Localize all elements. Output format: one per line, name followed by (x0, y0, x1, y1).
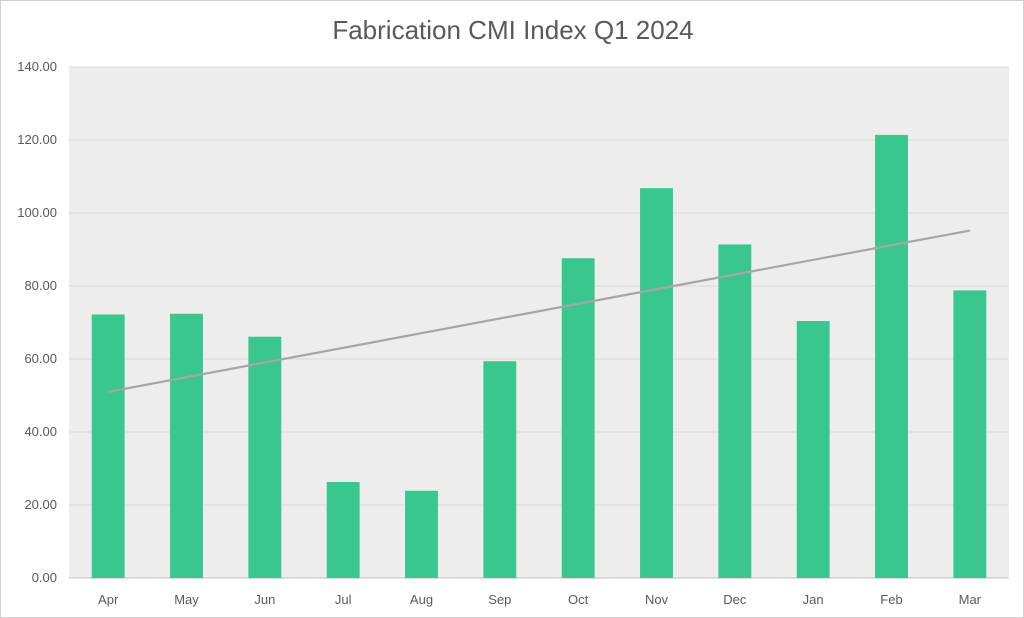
x-tick-label: Oct (568, 592, 589, 607)
bar-may (170, 313, 203, 578)
x-tick-label: Feb (880, 592, 902, 607)
y-tick-label: 20.00 (24, 497, 57, 512)
bar-jun (248, 336, 282, 578)
bar-apr (91, 314, 125, 578)
x-tick-label: Apr (98, 592, 119, 607)
x-tick-label: Dec (723, 592, 747, 607)
bar-jul (326, 482, 360, 578)
x-tick-label: Aug (410, 592, 433, 607)
chart-title: Fabrication CMI Index Q1 2024 (332, 15, 694, 45)
y-tick-label: 140.00 (17, 59, 57, 74)
bar-feb (875, 134, 908, 578)
y-tick-label: 0.00 (32, 570, 57, 585)
x-tick-label: Sep (488, 592, 511, 607)
bar-dec (718, 244, 752, 578)
x-tick-label: Jun (254, 592, 275, 607)
x-tick-label: Mar (959, 592, 982, 607)
trendline (107, 229, 971, 393)
bar-nov (640, 188, 673, 578)
y-tick-label: 40.00 (24, 424, 57, 439)
x-tick-label: May (174, 592, 199, 607)
y-tick-label: 120.00 (17, 132, 57, 147)
bar-jan (796, 321, 830, 578)
y-tick-label: 100.00 (17, 205, 57, 220)
plot-area (69, 67, 1009, 578)
x-tick-label: Jul (335, 592, 352, 607)
y-tick-label: 60.00 (24, 351, 57, 366)
bar-aug (405, 490, 438, 578)
bar-sep (483, 361, 517, 578)
bar-oct (561, 258, 595, 578)
x-tick-label: Nov (645, 592, 669, 607)
x-tick-label: Jan (803, 592, 824, 607)
bar-mar (953, 290, 987, 578)
y-tick-label: 80.00 (24, 278, 57, 293)
